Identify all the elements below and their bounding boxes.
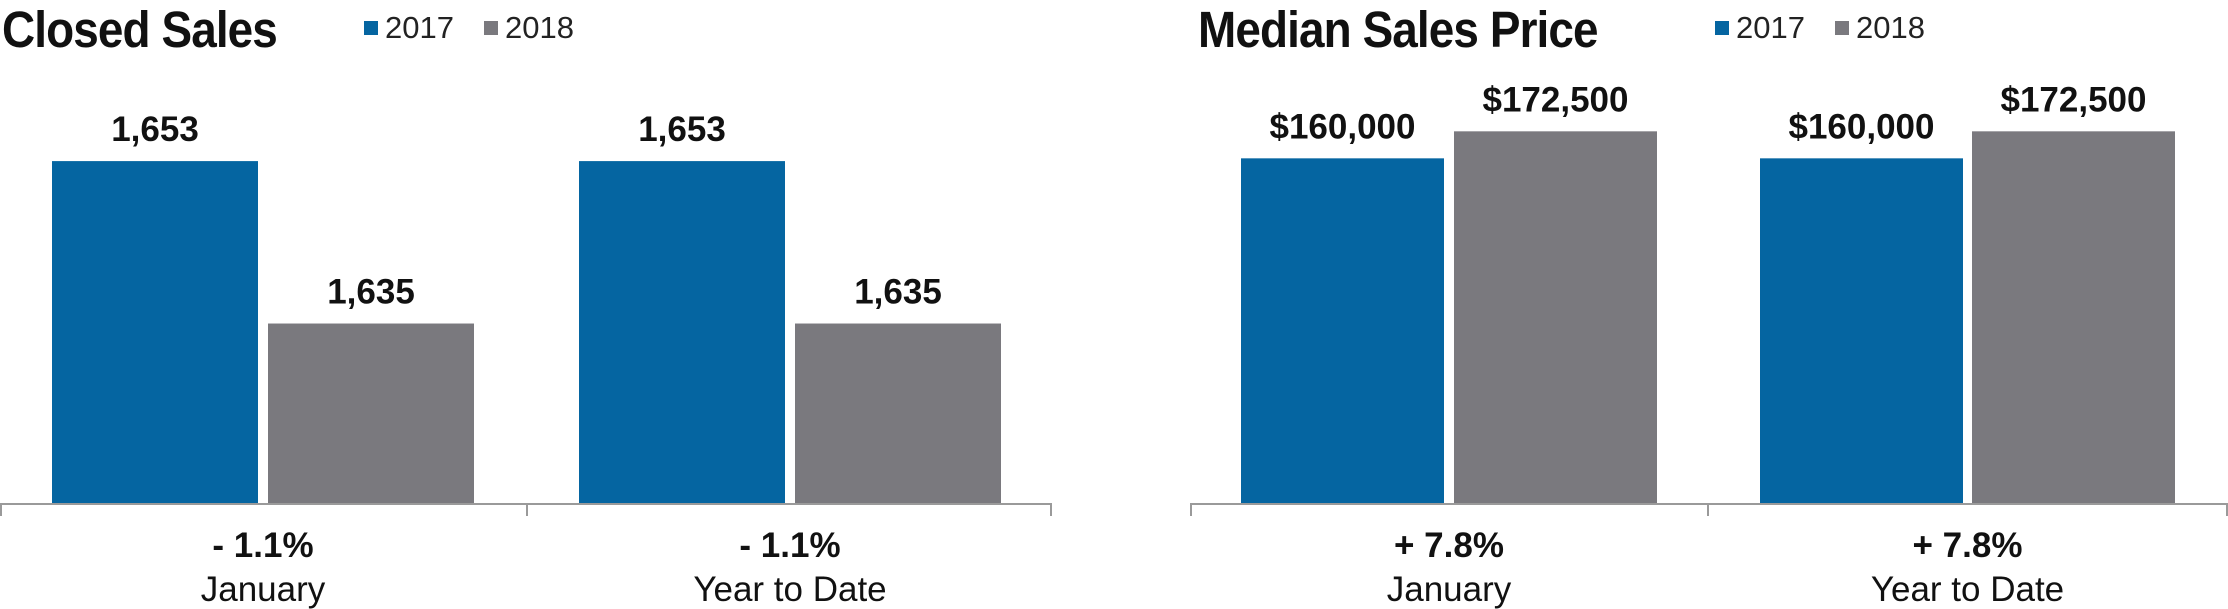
closed-sales-legend: 2017 2018: [364, 8, 604, 48]
bar-2017-year-to-date: [579, 161, 785, 504]
median-sales-price-panel: Median Sales Price 2017 2018 $160,000 $17…: [1190, 0, 2228, 609]
data-label-2017-january: $160,000: [1270, 107, 1416, 146]
category-label: Year to Date: [1871, 570, 2064, 609]
legend-swatch-2018: [1834, 21, 1849, 35]
median-sales-price-title: Median Sales Price: [1198, 1, 1599, 58]
median-sales-price-chart: $160,000 $172,500 + 7.8% January $160,000 $17…: [1190, 80, 2228, 609]
category-label: January: [1387, 570, 1512, 609]
bar-2018-year-to-date: [1972, 131, 2175, 504]
percent-change-label: - 1.1%: [212, 526, 313, 565]
category-label: January: [201, 570, 326, 609]
data-label-2017-january: 1,653: [111, 110, 199, 149]
bar-2018-january: [1454, 131, 1657, 504]
legend-item-2017: 2017: [364, 8, 454, 48]
data-label-2018-year-to-date: 1,635: [854, 273, 942, 312]
data-label-2018-year-to-date: $172,500: [2001, 80, 2147, 119]
bar-2017-year-to-date: [1760, 158, 1963, 505]
data-label-2018-january: $172,500: [1483, 80, 1629, 119]
legend-item-2018: 2018: [483, 8, 574, 48]
data-label-2017-year-to-date: $160,000: [1789, 107, 1935, 146]
legend-swatch-2017: [364, 21, 378, 35]
legend-item-2018: 2018: [1834, 8, 1925, 48]
percent-change-label: + 7.8%: [1913, 526, 2023, 565]
legend-swatch-2018: [483, 21, 498, 35]
data-label-2017-year-to-date: 1,653: [638, 110, 726, 149]
closed-sales-panel: Closed Sales 2017 2018 1,653 1,635 - 1.1% J…: [0, 0, 1060, 609]
data-label-2018-january: 1,635: [327, 273, 415, 312]
legend-label-2018: 2018: [504, 10, 574, 45]
percent-change-label: - 1.1%: [739, 526, 840, 565]
bar-2017-january: [52, 161, 258, 504]
closed-sales-title: Closed Sales: [2, 1, 278, 58]
closed-sales-chart: 1,653 1,635 - 1.1% January 1,653 1,635 - 1.1% Y…: [0, 110, 1052, 609]
bar-2017-january: [1241, 158, 1444, 505]
legend-label-2017: 2017: [1736, 10, 1805, 45]
bar-2018-january: [268, 323, 474, 504]
legend-label-2018: 2018: [1855, 10, 1925, 45]
legend-swatch-2017: [1715, 21, 1729, 35]
percent-change-label: + 7.8%: [1394, 526, 1504, 565]
legend-label-2017: 2017: [385, 10, 454, 45]
category-label: Year to Date: [693, 570, 886, 609]
median-price-legend: 2017 2018: [1715, 8, 1955, 48]
legend-item-2017: 2017: [1715, 8, 1805, 48]
bar-2018-year-to-date: [795, 323, 1001, 504]
